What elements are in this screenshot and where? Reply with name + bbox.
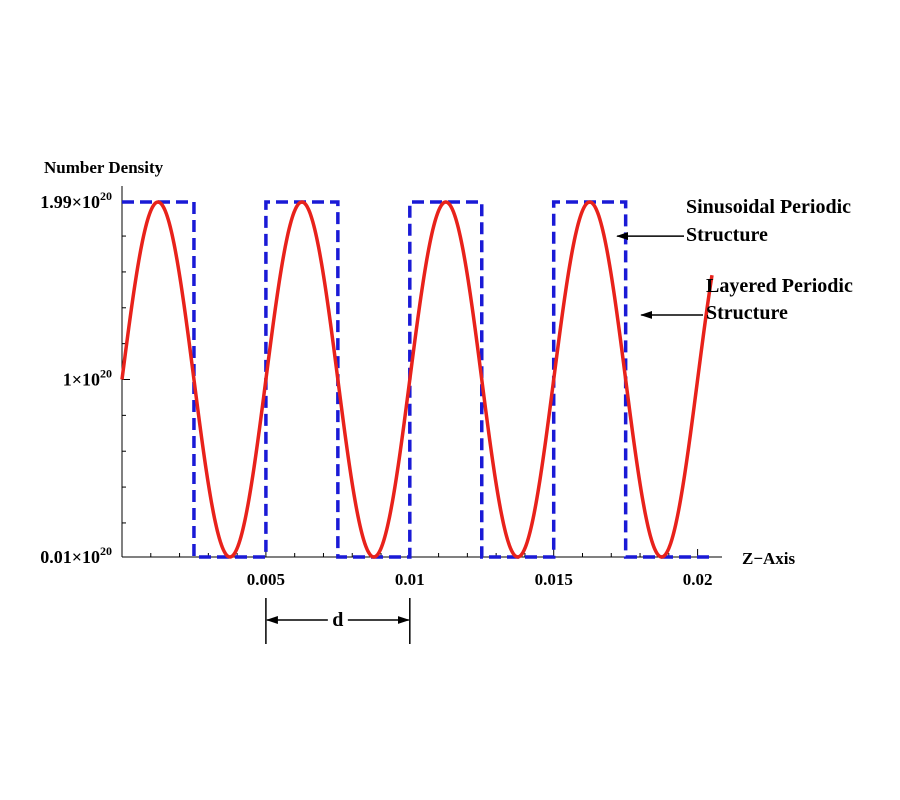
y-tick-exponent: 20 (100, 544, 112, 558)
y-tick-mantissa: 1.99×10 (40, 192, 100, 212)
x-tick-label: 0.01 (395, 570, 425, 589)
axes: Number Density Z−Axis 0.005 0.01 0.015 0.02 1.… (40, 158, 795, 589)
y-tick-label: 1.99×1020 (40, 189, 112, 212)
series-layer (120, 200, 714, 559)
y-tick-mantissa: 0.01×10 (40, 547, 100, 567)
x-tick-label: 0.015 (535, 570, 573, 589)
y-tick-mantissa: 1×10 (63, 370, 100, 390)
x-tick-label: 0.005 (247, 570, 285, 589)
sinusoidal-label-line1: Sinusoidal Periodic (686, 196, 851, 218)
y-tick-exponent: 20 (100, 189, 112, 203)
y-axis-title: Number Density (44, 158, 164, 177)
y-tick-label: 0.01×1020 (40, 544, 112, 567)
period-label: d (332, 609, 343, 631)
y-tick-exponent: 20 (100, 367, 112, 381)
x-axis-title: Z−Axis (742, 549, 796, 568)
x-tick-label: 0.02 (683, 570, 713, 589)
layered-label-line2: Structure (706, 302, 788, 324)
y-tick-label: 1×1020 (63, 367, 112, 390)
sinusoidal-structure-line (120, 200, 714, 559)
sinusoidal-label-line2: Structure (686, 224, 768, 246)
layered-label-line1: Layered Periodic (706, 275, 853, 297)
annotation-layer: Sinusoidal Periodic Structure Layered Peri… (265, 196, 853, 644)
